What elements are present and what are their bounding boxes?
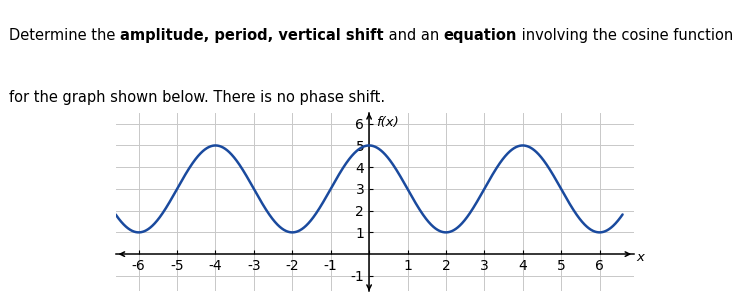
Text: and an: and an [383,28,443,43]
Text: x: x [636,251,644,264]
Text: amplitude, period, vertical shift: amplitude, period, vertical shift [120,28,383,43]
Text: Determine the: Determine the [9,28,120,43]
Text: involving the cosine function: involving the cosine function [517,28,733,43]
Text: equation: equation [443,28,517,43]
Text: for the graph shown below. There is no phase shift.: for the graph shown below. There is no p… [9,90,385,105]
Text: f(x): f(x) [376,116,399,129]
